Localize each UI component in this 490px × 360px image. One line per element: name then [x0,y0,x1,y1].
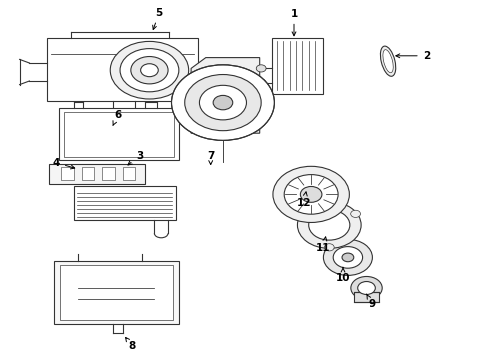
Circle shape [213,95,233,110]
Bar [64,112,174,157]
Text: 10: 10 [336,267,350,283]
Circle shape [131,57,168,84]
Polygon shape [191,58,260,133]
Ellipse shape [380,46,396,76]
Circle shape [351,276,382,300]
Bar [102,167,115,180]
Bar [82,167,94,180]
Circle shape [256,65,266,72]
Circle shape [351,210,361,217]
Circle shape [199,85,246,120]
Circle shape [256,79,266,86]
Circle shape [333,247,363,268]
Text: 2: 2 [396,51,430,61]
Ellipse shape [383,50,393,73]
Circle shape [297,202,361,248]
Circle shape [141,64,158,77]
Text: 8: 8 [125,337,136,351]
Circle shape [284,175,338,214]
Circle shape [172,65,274,140]
Text: 11: 11 [316,237,331,253]
Text: 4: 4 [52,158,74,169]
Bar [60,265,173,320]
Bar [49,164,145,184]
Circle shape [342,253,354,262]
Circle shape [358,282,375,294]
Circle shape [120,49,179,92]
Text: 5: 5 [153,8,163,30]
Circle shape [309,210,350,240]
Text: 9: 9 [367,294,376,309]
Circle shape [110,41,189,99]
Text: 3: 3 [128,150,143,165]
Bar [74,186,176,220]
Text: 12: 12 [296,192,311,208]
Circle shape [323,239,372,275]
Bar [54,261,179,324]
Circle shape [185,75,261,131]
Text: 1: 1 [291,9,297,36]
Text: 6: 6 [113,110,121,126]
Bar [61,167,74,180]
Circle shape [273,166,349,222]
Circle shape [298,210,308,217]
Bar [354,292,379,302]
Bar [272,38,323,94]
Circle shape [300,186,322,202]
Circle shape [324,244,334,251]
Text: 7: 7 [207,150,215,165]
Bar [59,108,179,160]
Bar [123,167,135,180]
Bar [47,38,198,101]
